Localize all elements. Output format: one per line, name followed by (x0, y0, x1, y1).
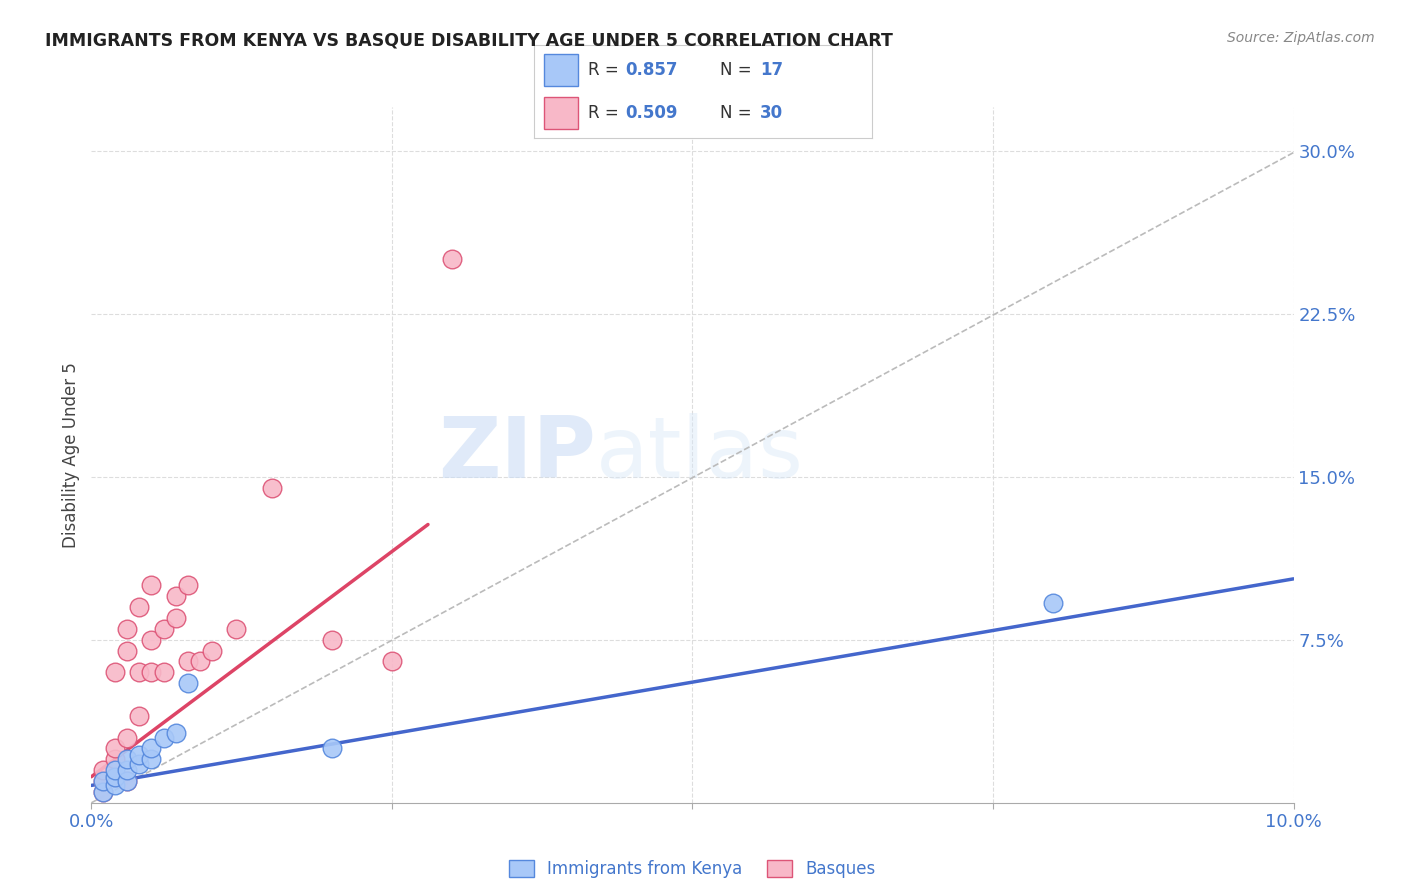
Text: IMMIGRANTS FROM KENYA VS BASQUE DISABILITY AGE UNDER 5 CORRELATION CHART: IMMIGRANTS FROM KENYA VS BASQUE DISABILI… (45, 31, 893, 49)
Point (104, 752, 127, 766)
Text: ZIP: ZIP (439, 413, 596, 497)
Point (165, 611, 187, 625)
Point (321, 741, 343, 756)
Point (141, 578, 163, 592)
Point (104, 741, 127, 756)
Point (141, 741, 163, 756)
Point (152, 665, 174, 680)
Y-axis label: Disability Age Under 5: Disability Age Under 5 (62, 362, 80, 548)
Point (152, 731, 174, 745)
Point (176, 655, 198, 669)
Point (117, 752, 139, 766)
Point (104, 770, 127, 784)
Point (141, 665, 163, 680)
Point (225, 622, 247, 636)
FancyBboxPatch shape (544, 54, 578, 86)
Point (93, 785, 115, 799)
Point (104, 770, 127, 784)
Point (117, 763, 139, 777)
Point (321, 632, 343, 647)
Point (128, 600, 150, 615)
Point (104, 778, 127, 792)
Text: R =: R = (588, 61, 624, 78)
Text: 17: 17 (761, 61, 783, 78)
Point (128, 756, 150, 771)
Text: R =: R = (588, 104, 624, 122)
Point (117, 774, 139, 789)
Point (176, 578, 198, 592)
Point (201, 643, 224, 657)
Point (128, 665, 150, 680)
Point (1042, 596, 1064, 610)
Point (165, 589, 187, 603)
Point (128, 747, 150, 762)
Point (117, 643, 139, 657)
Text: Source: ZipAtlas.com: Source: ZipAtlas.com (1227, 31, 1375, 45)
Point (188, 655, 211, 669)
Point (104, 665, 127, 680)
Text: atlas: atlas (596, 413, 804, 497)
Point (117, 731, 139, 745)
Point (141, 632, 163, 647)
Text: 30: 30 (761, 104, 783, 122)
Text: N =: N = (720, 61, 756, 78)
Legend: Immigrants from Kenya, Basques: Immigrants from Kenya, Basques (502, 854, 883, 885)
Point (128, 708, 150, 723)
Point (176, 676, 198, 690)
Point (93, 763, 115, 777)
FancyBboxPatch shape (544, 97, 578, 129)
Text: 0.857: 0.857 (626, 61, 678, 78)
Text: N =: N = (720, 104, 756, 122)
Point (93, 774, 115, 789)
Point (141, 752, 163, 766)
Point (117, 622, 139, 636)
Point (440, 252, 463, 267)
Point (93, 774, 115, 789)
Point (260, 481, 283, 495)
Point (381, 655, 404, 669)
Point (104, 763, 127, 777)
Point (165, 726, 187, 740)
Point (117, 774, 139, 789)
Point (93, 785, 115, 799)
Text: 0.509: 0.509 (626, 104, 678, 122)
Point (152, 622, 174, 636)
